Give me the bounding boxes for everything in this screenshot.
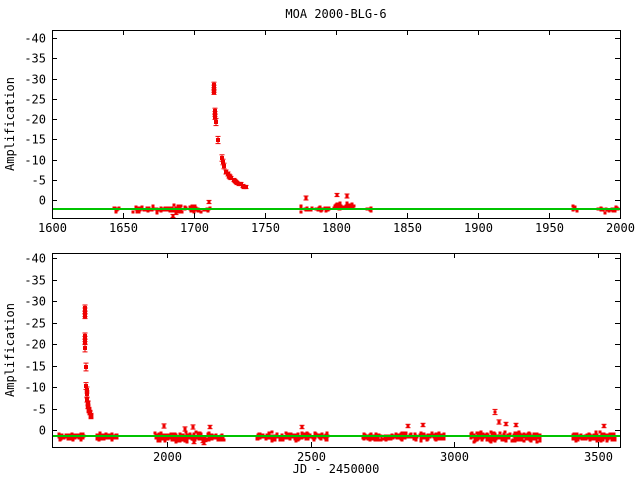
y-tick-label: -20	[24, 113, 46, 127]
x-tick-label: 2000	[153, 450, 182, 464]
y-tick-label: -25	[24, 317, 46, 331]
y-axis-label-top: Amplification	[3, 77, 17, 171]
x-tick-label: 2500	[297, 450, 326, 464]
y-tick-label: -10	[24, 154, 46, 168]
y-tick-label: -5	[32, 403, 46, 417]
y-axis-label-bottom: Amplification	[3, 303, 17, 397]
x-tick-label: 1700	[180, 221, 209, 235]
x-tick-label: 1650	[109, 221, 138, 235]
x-tick-label: 2000	[606, 221, 635, 235]
bottom-plot: 2000 2500 3000 3500 -40 -35 -30 -25 -20 -15 -10 -5 0	[24, 252, 621, 464]
chart-title: MOA 2000-BLG-6	[285, 7, 387, 21]
x-tick-label: 1800	[322, 221, 351, 235]
y-tick-label: -35	[24, 52, 46, 66]
y-tick-label: -40	[24, 32, 46, 46]
y-tick-label: -20	[24, 338, 46, 352]
y-tick-label: -30	[24, 295, 46, 309]
x-tick-label: 3000	[440, 450, 469, 464]
x-tick-label: 1750	[251, 221, 280, 235]
y-tick-label: -30	[24, 73, 46, 87]
y-tick-label: 0	[39, 194, 46, 208]
y-tick-label: -40	[24, 252, 46, 266]
data-points	[52, 304, 620, 446]
plot-frame	[52, 253, 621, 448]
y-tick-label: -5	[32, 174, 46, 188]
data-points	[52, 81, 620, 219]
x-tick-label: 1900	[464, 221, 493, 235]
x-tick-label: 3500	[584, 450, 613, 464]
x-tick-label: 1600	[38, 221, 67, 235]
top-plot: 1600 1650 1700 1750 1800 1850 1900 1950 2000 -40 -…	[24, 30, 635, 235]
x-axis-label: JD - 2450000	[292, 462, 380, 476]
axis-ticks: 2000 2500 3000 3500 -40 -35 -30 -25 -20 -15 -10 -5 0	[24, 252, 621, 464]
y-tick-label: -15	[24, 360, 46, 374]
y-tick-label: -15	[24, 133, 46, 147]
y-tick-label: -35	[24, 274, 46, 288]
x-tick-label: 1850	[393, 221, 422, 235]
axis-ticks: 1600 1650 1700 1750 1800 1850 1900 1950 2000 -40 -…	[24, 30, 635, 235]
plot-frame	[52, 30, 621, 219]
x-tick-label: 1950	[535, 221, 564, 235]
y-tick-label: 0	[39, 424, 46, 438]
y-tick-label: -10	[24, 381, 46, 395]
y-tick-label: -25	[24, 93, 46, 107]
